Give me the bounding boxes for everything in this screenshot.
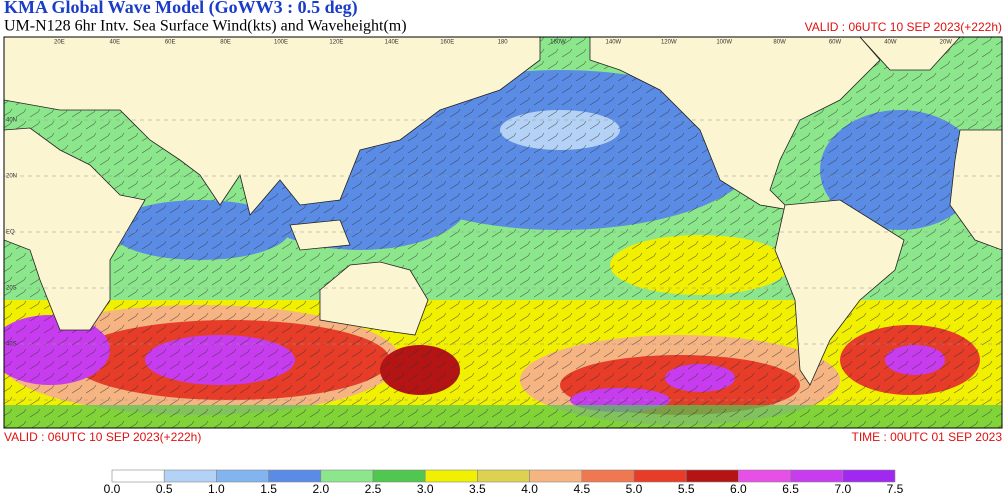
colorbar-label: 5.5 bbox=[678, 482, 695, 496]
colorbar-label: 4.0 bbox=[521, 482, 538, 496]
south-america bbox=[774, 199, 905, 386]
colorbar: 0.0 0.5 1.0 1.5 2.0 2.5 3.0 3.5 4.0 4.5 5.0 5.5 6.0 6… bbox=[104, 469, 904, 496]
lon-label: 140E bbox=[385, 40, 399, 46]
land bbox=[4, 37, 1002, 386]
colorbar-label: 6.5 bbox=[782, 482, 799, 496]
colorbar-label: 5.0 bbox=[626, 482, 643, 496]
lon-label: 80W bbox=[773, 40, 786, 46]
colorbar-label: 0.5 bbox=[156, 482, 173, 496]
color-swatch bbox=[163, 469, 217, 483]
lat-label: 20N bbox=[6, 174, 17, 180]
colorbar-label: 1.0 bbox=[208, 482, 225, 496]
graticule bbox=[4, 119, 1002, 401]
lon-label: 20W bbox=[940, 40, 953, 46]
color-swatch bbox=[685, 469, 739, 483]
colorbar-label: 6.0 bbox=[730, 482, 747, 496]
color-swatch bbox=[529, 469, 583, 483]
colorbar-label: 3.0 bbox=[417, 482, 434, 496]
greenland bbox=[859, 37, 961, 71]
colorbar-label: 7.0 bbox=[834, 482, 851, 496]
color-swatch bbox=[424, 469, 478, 483]
lon-label: 40E bbox=[109, 40, 120, 46]
lon-label: 60W bbox=[829, 40, 842, 46]
lon-label: 140W bbox=[606, 40, 622, 46]
color-swatch bbox=[320, 469, 374, 483]
map: 20E 40E 60E 80E 100E 120E 140E 160E 180 160W 140W 1… bbox=[4, 37, 1002, 428]
title: KMA Global Wave Model (GoWW3 : 0.5 deg) bbox=[4, 0, 358, 18]
lon-label: 60E bbox=[165, 40, 176, 46]
eurasia bbox=[4, 37, 541, 216]
colorbar-label: 2.5 bbox=[365, 482, 382, 496]
colorbar-label: 0.0 bbox=[104, 482, 121, 496]
subtitle: UM-N128 6hr Intv. Sea Surface Wind(kts) … bbox=[4, 18, 407, 35]
lon-label: 80E bbox=[220, 40, 231, 46]
color-swatch bbox=[581, 469, 635, 483]
color-swatch bbox=[268, 469, 322, 483]
color-swatch bbox=[372, 469, 426, 483]
color-swatch bbox=[633, 469, 687, 483]
valid-bottom: VALID : 06UTC 10 SEP 2023(+222h) bbox=[4, 430, 201, 444]
lon-label: 120W bbox=[661, 40, 677, 46]
colorbar-label: 4.5 bbox=[573, 482, 590, 496]
color-swatch bbox=[790, 469, 844, 483]
colorbar-label: 2.0 bbox=[312, 482, 329, 496]
lon-label: 160E bbox=[440, 40, 454, 46]
colorbar-label: 7.5 bbox=[887, 482, 904, 496]
lat-label: 20S bbox=[6, 286, 17, 292]
lon-label: 180 bbox=[498, 40, 509, 46]
colorbar-label: 1.5 bbox=[260, 482, 277, 496]
australia bbox=[319, 261, 429, 336]
lat-label: 40N bbox=[6, 118, 17, 124]
color-swatch bbox=[842, 469, 896, 483]
lon-label: 120E bbox=[329, 40, 343, 46]
lat-label: 40S bbox=[6, 342, 17, 348]
africa bbox=[4, 127, 146, 331]
color-swatch bbox=[738, 469, 791, 483]
lon-label: 20E bbox=[54, 40, 65, 46]
lon-label: 40W bbox=[884, 40, 897, 46]
lon-label: 100E bbox=[274, 40, 288, 46]
valid-top: VALID : 06UTC 10 SEP 2023(+222h) bbox=[805, 20, 1002, 34]
color-swatch bbox=[216, 469, 269, 483]
maritime bbox=[289, 219, 351, 251]
lon-label: 160W bbox=[550, 40, 566, 46]
color-swatch bbox=[111, 469, 165, 483]
lat-label: EQ bbox=[6, 230, 15, 236]
color-swatch bbox=[477, 469, 530, 483]
init-time: TIME : 00UTC 01 SEP 2023 bbox=[851, 430, 1002, 444]
map-frame bbox=[3, 36, 1003, 429]
africa-west bbox=[949, 129, 1002, 251]
colorbar-label: 3.5 bbox=[469, 482, 486, 496]
lon-label: 100W bbox=[716, 40, 732, 46]
